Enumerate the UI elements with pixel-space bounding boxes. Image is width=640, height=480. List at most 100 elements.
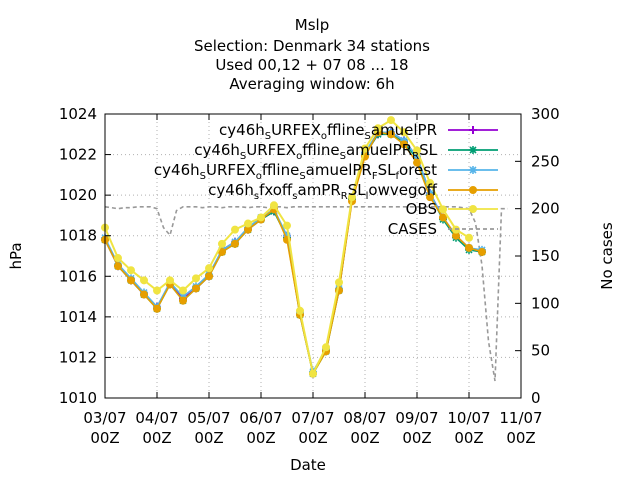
y2-tick-label: 0 (531, 389, 541, 407)
y-tick-label: 1012 (59, 348, 97, 366)
x-tick-label-hour: 00Z (506, 429, 535, 447)
data-point (127, 266, 135, 275)
data-point (192, 284, 200, 293)
title-line-4: Averaging window: 6h (229, 75, 394, 93)
legend-label: cy46hSURFEXofflineSamuelPRRSL (194, 141, 437, 162)
legend-swatch-marker (469, 205, 477, 213)
data-point (400, 128, 408, 137)
data-point (400, 140, 408, 149)
x-tick-label-hour: 00Z (194, 429, 223, 447)
y2-tick-label: 100 (531, 294, 560, 312)
legend-entry-3: cy46hSURFEXofflineSamuelPRFSLforest (154, 161, 498, 182)
y-tick-label: 1016 (59, 267, 97, 285)
data-point (309, 369, 317, 378)
legend-entry-4: cy46hsfxoffsamPRRSLlowvegoff (208, 181, 498, 202)
series-line (104, 131, 483, 376)
x-axis-label: Date (290, 456, 326, 474)
data-point (361, 148, 369, 157)
data-point (179, 292, 187, 301)
legend-label: OBS (406, 200, 437, 218)
y2-axis-ticks: 0 50 100 150 200 250 300 (515, 105, 560, 407)
y2-tick-label: 150 (531, 247, 560, 265)
data-point (465, 243, 473, 252)
x-tick-label-date: 05/07 (187, 409, 230, 427)
legend-label: CASES (388, 220, 437, 238)
data-point (400, 136, 408, 145)
data-point (127, 276, 135, 285)
y2-tick-label: 200 (531, 200, 560, 218)
data-point (114, 254, 122, 263)
data-point (205, 264, 213, 273)
y-tick-label: 1022 (59, 146, 97, 164)
x-tick-label-date: 03/07 (83, 409, 126, 427)
data-point (413, 146, 421, 155)
data-point (140, 276, 148, 285)
data-point (465, 233, 473, 242)
data-point (348, 193, 356, 202)
data-point (192, 274, 200, 283)
title-line-1: Mslp (295, 16, 329, 34)
data-point (322, 343, 330, 352)
x-tick-label-date: 10/07 (447, 409, 490, 427)
x-axis-ticks: 03/07 00Z 04/07 00Z 05/07 00Z 06/07 00Z 07/07 00Z… (83, 114, 543, 447)
legend-swatch-marker (469, 186, 477, 194)
legend-entry-2: cy46hSURFEXofflineSamuelPRRSL (194, 141, 498, 162)
chart-title: Mslp Selection: Denmark 34 stations Used… (194, 16, 430, 93)
data-point (413, 158, 421, 167)
legend-label: cy46hsfxoffsamPRRSLlowvegoff (208, 181, 438, 202)
x-tick-label-hour: 00Z (454, 429, 483, 447)
y-axis-ticks: 1010 1012 1014 1016 1018 1020 1022 1024 (59, 105, 111, 407)
data-point (413, 152, 421, 161)
data-point (426, 193, 434, 202)
x-tick-label-date: 11/07 (499, 409, 542, 427)
x-tick-label-date: 08/07 (343, 409, 386, 427)
data-point (205, 272, 213, 281)
data-point (426, 178, 434, 187)
data-point (335, 278, 343, 287)
title-line-2: Selection: Denmark 34 stations (194, 37, 430, 55)
data-point (140, 290, 148, 299)
grid (105, 114, 521, 398)
x-tick-label-date: 09/07 (395, 409, 438, 427)
y2-tick-label: 250 (531, 152, 560, 170)
data-point (153, 304, 161, 313)
y-axis-label: hPa (7, 242, 25, 269)
x-tick-label-hour: 00Z (246, 429, 275, 447)
legend-swatch-marker (469, 126, 477, 134)
data-point (270, 201, 278, 210)
y2-axis-label: No cases (598, 222, 616, 290)
data-point (283, 231, 291, 240)
series-layer (101, 116, 486, 378)
x-tick-label-date: 06/07 (239, 409, 282, 427)
x-tick-label-date: 04/07 (135, 409, 178, 427)
legend-label: cy46hSURFEXofflineSamuelPR (219, 121, 437, 142)
data-point (231, 239, 239, 248)
data-point (114, 262, 122, 271)
y-tick-label: 1020 (59, 186, 97, 204)
title-line-3: Used 00,12 + 07 08 ... 18 (215, 56, 408, 74)
data-point (257, 213, 265, 222)
legend-entry-6: CASES (388, 220, 498, 238)
y-tick-label: 1010 (59, 389, 97, 407)
data-point (374, 124, 382, 133)
data-point (439, 205, 447, 214)
y2-tick-label: 300 (531, 105, 560, 123)
data-point (387, 130, 395, 139)
legend-label: cy46hSURFEXofflineSamuelPRFSLforest (154, 161, 437, 182)
legend: cy46hSURFEXofflineSamuelPRcy46hSURFEXoff… (154, 121, 498, 238)
series-5 (101, 116, 473, 378)
data-point (244, 219, 252, 228)
y-tick-label: 1018 (59, 227, 97, 245)
legend-swatch-marker (469, 146, 477, 154)
data-point (361, 144, 369, 153)
data-point (218, 239, 226, 248)
x-tick-label-hour: 00Z (298, 429, 327, 447)
x-tick-label-hour: 00Z (142, 429, 171, 447)
x-tick-label-hour: 00Z (402, 429, 431, 447)
data-point (296, 306, 304, 315)
x-tick-label-hour: 00Z (350, 429, 379, 447)
data-point (283, 221, 291, 230)
data-point (179, 286, 187, 295)
data-point (231, 225, 239, 234)
